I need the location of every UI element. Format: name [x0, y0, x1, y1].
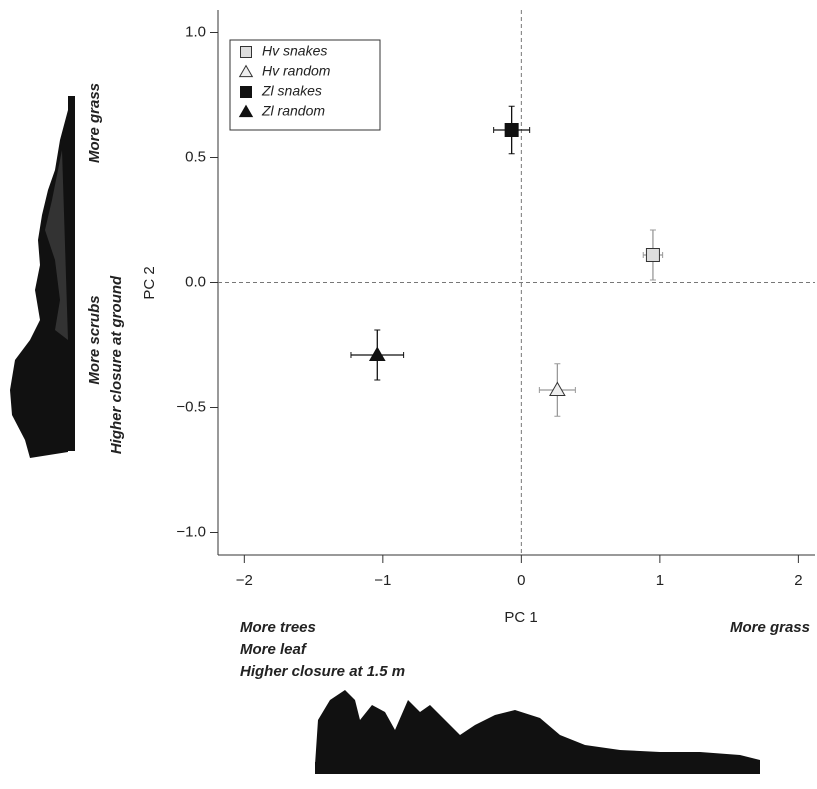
point: [238, 104, 254, 118]
y-tick-label: 0.0: [185, 273, 206, 290]
x-tick-label: −2: [236, 572, 253, 589]
y-tick-label: 1.0: [185, 23, 206, 40]
point: [240, 46, 252, 58]
y-axis-label: PC 2: [141, 266, 158, 299]
x-axis-label: PC 1: [504, 609, 537, 626]
point: [238, 64, 254, 78]
annotation: More grass: [86, 83, 103, 163]
annotation: More scrubs: [86, 295, 103, 384]
point: [549, 381, 566, 397]
x-tick-label: −1: [374, 572, 391, 589]
bottom-vegetation: [315, 690, 760, 774]
point: [368, 346, 386, 362]
annotation: Higher closure at 1.5 m: [240, 663, 405, 680]
annotation: Higher closure at ground: [108, 275, 125, 454]
legend-label: Zl snakes: [261, 83, 322, 99]
y-tick-label: −0.5: [176, 398, 206, 415]
x-tick-label: 0: [517, 572, 525, 589]
y-tick-label: 0.5: [185, 148, 206, 165]
x-tick-label: 2: [794, 572, 802, 589]
legend-label: Hv snakes: [262, 43, 327, 59]
annotation: More grass: [730, 619, 810, 636]
point: [504, 123, 519, 137]
annotation: More leaf: [240, 641, 308, 658]
point: [240, 86, 252, 98]
legend-label: Hv random: [262, 63, 331, 79]
annotation: More trees: [240, 619, 316, 636]
x-tick-label: 1: [656, 572, 664, 589]
point: [645, 248, 660, 262]
legend-label: Zl random: [261, 103, 325, 119]
left-vegetation: [10, 96, 75, 458]
y-tick-label: −1.0: [176, 523, 206, 540]
legend-box: [229, 39, 381, 131]
